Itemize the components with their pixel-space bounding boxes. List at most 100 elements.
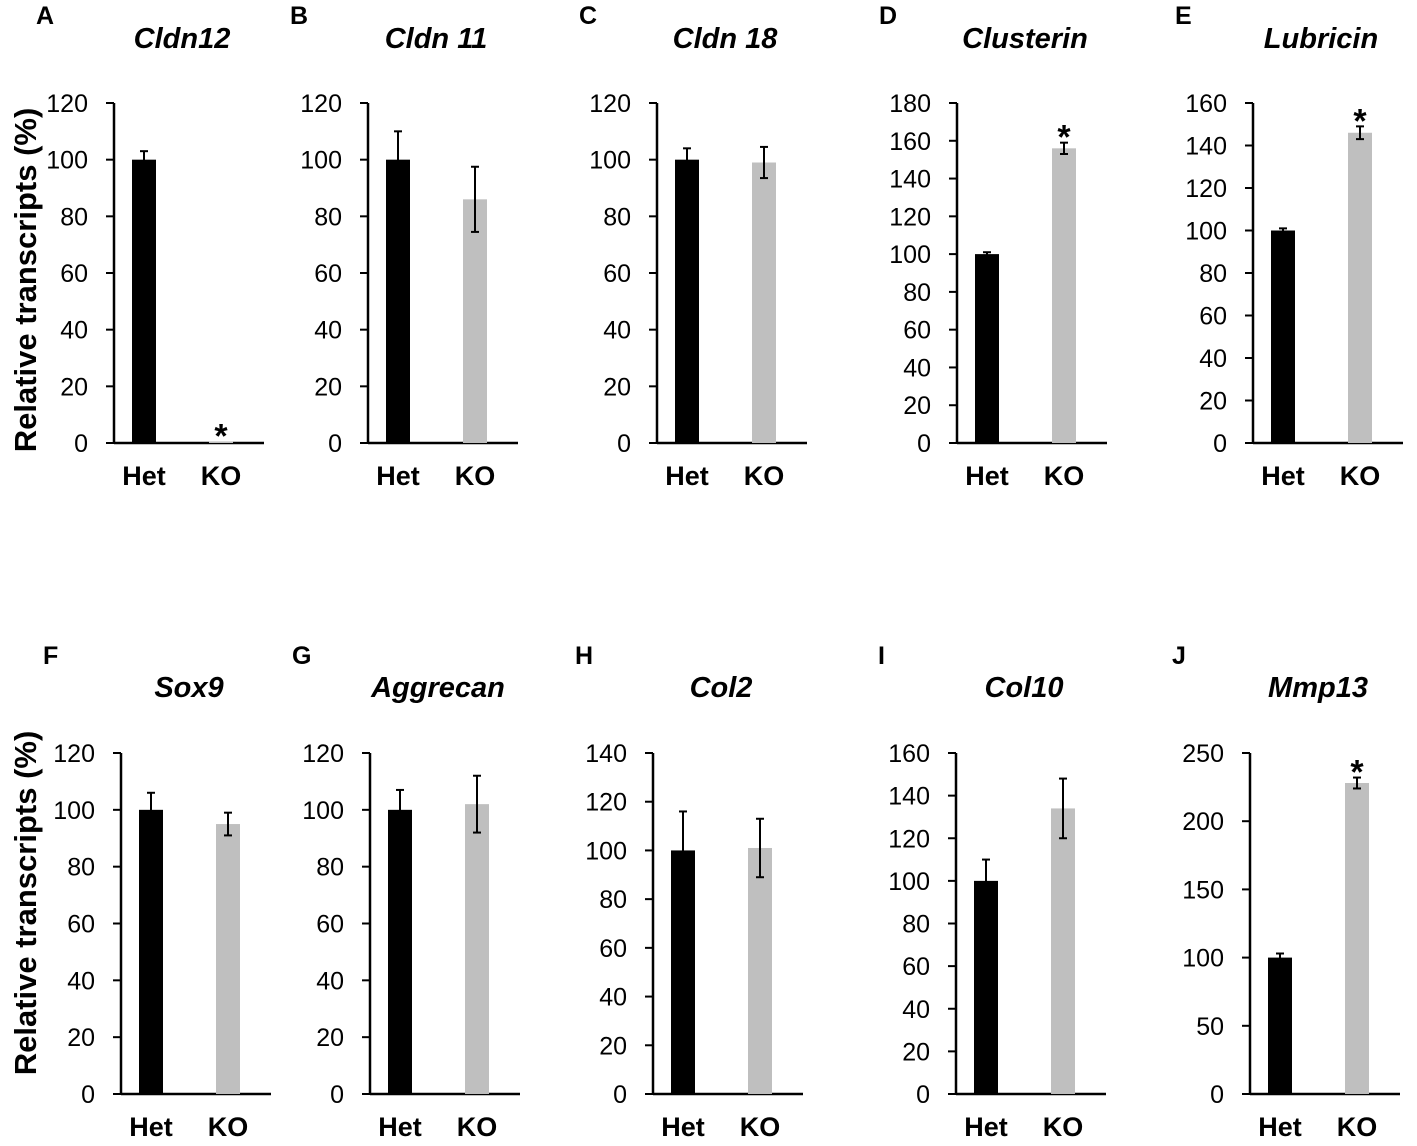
error-bar bbox=[394, 130, 402, 189]
chart-title: Cldn 18 bbox=[673, 23, 779, 55]
y-tick-label: 0 bbox=[917, 430, 931, 458]
category-label: KO bbox=[208, 1112, 249, 1142]
category-label: Het bbox=[965, 461, 1009, 491]
category-label: KO bbox=[201, 461, 242, 491]
y-tick-label: 60 bbox=[902, 953, 930, 981]
panel-j: J Mmp13 0 50 100 150 200 250 Het KO * bbox=[1172, 642, 1400, 1142]
y-tick-label: 20 bbox=[67, 1024, 95, 1052]
category-label: KO bbox=[1340, 461, 1381, 491]
y-tick-label: 40 bbox=[67, 967, 95, 995]
y-tick-label: 120 bbox=[53, 740, 95, 768]
y-tick-label: 140 bbox=[888, 783, 930, 811]
y-tick-label: 150 bbox=[1182, 876, 1224, 904]
y-tick-label: 120 bbox=[302, 740, 344, 768]
error-bar bbox=[147, 791, 155, 828]
y-tick-label: 20 bbox=[316, 1024, 344, 1052]
error-bar bbox=[1060, 141, 1068, 155]
error-bar bbox=[683, 147, 691, 172]
error-bar bbox=[473, 774, 481, 834]
panel-letter: E bbox=[1175, 2, 1192, 30]
category-label: KO bbox=[1337, 1112, 1378, 1142]
bar-ko bbox=[209, 441, 233, 443]
y-tick-label: 250 bbox=[1182, 740, 1224, 768]
error-bar bbox=[1356, 125, 1364, 141]
bar-ko bbox=[752, 162, 776, 443]
y-axis-label-top: Relative transcripts (%) bbox=[8, 108, 43, 453]
bar-het bbox=[1268, 957, 1292, 1094]
bar-ko bbox=[463, 199, 487, 443]
bar-het bbox=[1271, 230, 1295, 443]
y-tick-label: 40 bbox=[314, 317, 342, 345]
category-label: Het bbox=[378, 1112, 422, 1142]
panel-g: G Aggrecan 0 20 40 60 80 100 120 Het KO bbox=[292, 642, 520, 1142]
y-tick-label: 0 bbox=[74, 430, 88, 458]
bar-het bbox=[975, 254, 999, 443]
y-tick-label: 100 bbox=[889, 241, 931, 269]
y-tick-label: 160 bbox=[1185, 90, 1227, 118]
bar-het bbox=[974, 880, 998, 1094]
panels: A Cldn12 0 20 40 60 80 100 120 Het KO * B Cldn 11 0 20 4… bbox=[36, 2, 1403, 1142]
y-tick-label: 0 bbox=[613, 1081, 627, 1109]
y-tick-label: 80 bbox=[316, 854, 344, 882]
error-bar bbox=[982, 858, 990, 904]
panel-letter: A bbox=[36, 2, 54, 30]
y-tick-label: 0 bbox=[328, 430, 342, 458]
bar-het bbox=[139, 809, 163, 1094]
category-label: KO bbox=[740, 1112, 781, 1142]
error-bar bbox=[1279, 227, 1287, 234]
panel-letter: F bbox=[43, 642, 58, 670]
chart-title: Aggrecan bbox=[370, 672, 505, 704]
y-tick-label: 60 bbox=[316, 911, 344, 939]
panel-letter: C bbox=[579, 2, 597, 30]
y-tick-label: 100 bbox=[53, 797, 95, 825]
y-tick-label: 80 bbox=[67, 854, 95, 882]
y-tick-label: 60 bbox=[314, 260, 342, 288]
y-tick-label: 180 bbox=[889, 90, 931, 118]
y-tick-label: 80 bbox=[903, 279, 931, 307]
y-tick-label: 80 bbox=[314, 203, 342, 231]
category-label: KO bbox=[455, 461, 496, 491]
y-tick-label: 100 bbox=[300, 147, 342, 175]
significance-marker: * bbox=[1057, 119, 1071, 157]
y-tick-label: 80 bbox=[599, 886, 627, 914]
panel-letter: I bbox=[878, 642, 885, 670]
significance-marker: * bbox=[1350, 754, 1364, 792]
error-bar bbox=[983, 251, 991, 257]
y-tick-label: 20 bbox=[902, 1038, 930, 1066]
y-tick-label: 80 bbox=[902, 911, 930, 939]
significance-marker: * bbox=[1353, 102, 1367, 140]
error-bar bbox=[1353, 776, 1361, 790]
panel-f: F Sox9 0 20 40 60 80 100 120 Het KO bbox=[43, 642, 271, 1142]
bar-ko bbox=[216, 824, 240, 1094]
y-tick-label: 120 bbox=[1185, 175, 1227, 203]
y-tick-label: 120 bbox=[888, 825, 930, 853]
y-tick-label: 40 bbox=[603, 317, 631, 345]
y-tick-label: 20 bbox=[599, 1032, 627, 1060]
category-label: KO bbox=[1043, 1112, 1084, 1142]
y-tick-label: 40 bbox=[60, 317, 88, 345]
bar-het bbox=[671, 850, 695, 1094]
y-tick-label: 140 bbox=[585, 740, 627, 768]
y-tick-label: 120 bbox=[889, 203, 931, 231]
chart-title: Sox9 bbox=[154, 672, 223, 704]
y-axis-label-bottom: Relative transcripts (%) bbox=[8, 731, 43, 1076]
y-tick-label: 0 bbox=[330, 1081, 344, 1109]
panel-letter: H bbox=[575, 642, 593, 670]
y-tick-label: 20 bbox=[1199, 388, 1227, 416]
y-tick-label: 140 bbox=[889, 166, 931, 194]
y-tick-label: 40 bbox=[1199, 345, 1227, 373]
y-tick-label: 0 bbox=[916, 1081, 930, 1109]
y-tick-label: 100 bbox=[589, 147, 631, 175]
bar-het bbox=[132, 159, 156, 443]
chart-title: Col2 bbox=[690, 672, 753, 704]
y-tick-label: 40 bbox=[903, 354, 931, 382]
y-tick-label: 20 bbox=[60, 373, 88, 401]
panel-i: I Col10 0 20 40 60 80 100 120 140 160 Het KO bbox=[878, 642, 1106, 1142]
y-tick-label: 40 bbox=[902, 996, 930, 1024]
y-tick-label: 20 bbox=[314, 373, 342, 401]
category-label: Het bbox=[1258, 1112, 1302, 1142]
y-tick-label: 200 bbox=[1182, 808, 1224, 836]
error-bar bbox=[1059, 777, 1067, 840]
y-tick-label: 120 bbox=[46, 90, 88, 118]
y-tick-label: 160 bbox=[888, 740, 930, 768]
